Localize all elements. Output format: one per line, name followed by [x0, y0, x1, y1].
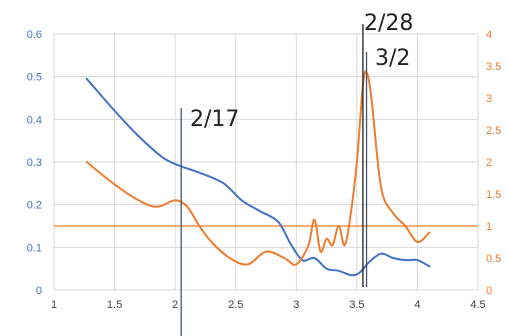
right-y-axis: 0 0.5 1 1.5 2 2.5 3 3.5 4 — [486, 29, 501, 297]
y-tick-label: 0.6 — [27, 29, 42, 41]
y2-tick-label: 2 — [486, 157, 492, 169]
x-tick-label: 2 — [172, 299, 178, 311]
x-tick-label: 1 — [51, 299, 57, 311]
series — [85, 70, 431, 277]
series-line-0 — [85, 77, 431, 277]
annotation-label-2: 3/2 — [375, 46, 410, 71]
y2-tick-label: 0 — [486, 285, 492, 297]
y-tick-label: 0.3 — [27, 157, 42, 169]
y2-tick-label: 2.5 — [486, 125, 501, 137]
y2-tick-label: 4 — [486, 29, 492, 41]
annotation-label-0: 2/17 — [190, 107, 239, 132]
y-tick-label: 0.4 — [27, 114, 42, 126]
series-line-1 — [85, 70, 431, 266]
x-tick-label: 3 — [293, 299, 299, 311]
x-tick-label: 3.5 — [349, 299, 364, 311]
annotations: 2/17 2/28 3/2 — [180, 11, 413, 336]
y-tick-label: 0.2 — [27, 200, 42, 212]
annotation-label-1: 2/28 — [364, 11, 413, 36]
y2-tick-label: 1 — [486, 221, 492, 233]
x-tick-label: 2.5 — [228, 299, 243, 311]
y2-tick-label: 3 — [486, 93, 492, 105]
y2-tick-label: 0.5 — [486, 253, 501, 265]
y-tick-label: 0.5 — [27, 72, 42, 84]
y-tick-label: 0.1 — [27, 242, 42, 254]
y2-tick-label: 3.5 — [486, 61, 501, 73]
x-tick-label: 4.5 — [470, 299, 485, 311]
x-axis: 1 1.5 2 2.5 3 3.5 4 4.5 — [51, 299, 486, 311]
y-tick-label: 0 — [36, 285, 42, 297]
y2-tick-label: 1.5 — [486, 189, 501, 201]
x-tick-label: 4 — [414, 299, 420, 311]
x-tick-label: 1.5 — [107, 299, 122, 311]
left-y-axis: 0 0.1 0.2 0.3 0.4 0.5 0.6 — [27, 29, 42, 297]
